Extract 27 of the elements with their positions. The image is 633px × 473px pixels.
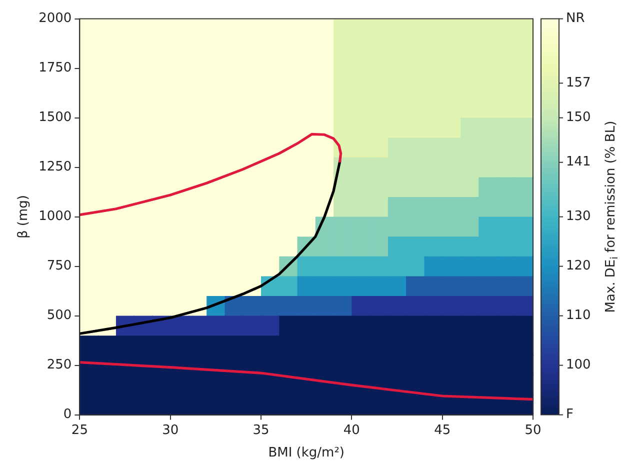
- color-bar-label: 100: [566, 358, 591, 373]
- x-tick-label: 40: [343, 422, 360, 438]
- color-bar-label: 120: [566, 258, 591, 274]
- y-tick-label: 250: [46, 358, 72, 373]
- color-bar-label: 110: [566, 308, 591, 324]
- y-tick-label: 1500: [38, 110, 72, 126]
- y-tick-label: 1000: [38, 209, 72, 224]
- x-tick-label: 25: [71, 422, 88, 438]
- y-tick-label: 1250: [38, 160, 72, 175]
- color-bar-label: 141: [566, 154, 591, 170]
- x-axis-title: BMI (kg/m²): [268, 446, 344, 461]
- x-tick-label: 35: [252, 422, 270, 438]
- y-tick-label: 0: [63, 407, 72, 422]
- color-bar-label: 150: [566, 110, 591, 126]
- color-bar-label: 157: [566, 76, 591, 91]
- color-bar-label: NR: [566, 11, 585, 26]
- color-bar-title: Max. DEi for remission (% BL): [603, 120, 621, 313]
- y-tick-label: 2000: [38, 11, 72, 26]
- color-bar-label: 130: [566, 209, 591, 224]
- y-tick-label: 1750: [38, 60, 72, 76]
- y-tick-label: 750: [46, 258, 72, 274]
- color-bar-label: F: [566, 407, 574, 422]
- x-tick-label: 45: [434, 422, 451, 438]
- y-axis-title: β (mg): [16, 195, 32, 239]
- x-tick-label: 30: [162, 422, 179, 438]
- y-tick-label: 500: [46, 308, 72, 324]
- x-tick-label: 50: [524, 422, 542, 438]
